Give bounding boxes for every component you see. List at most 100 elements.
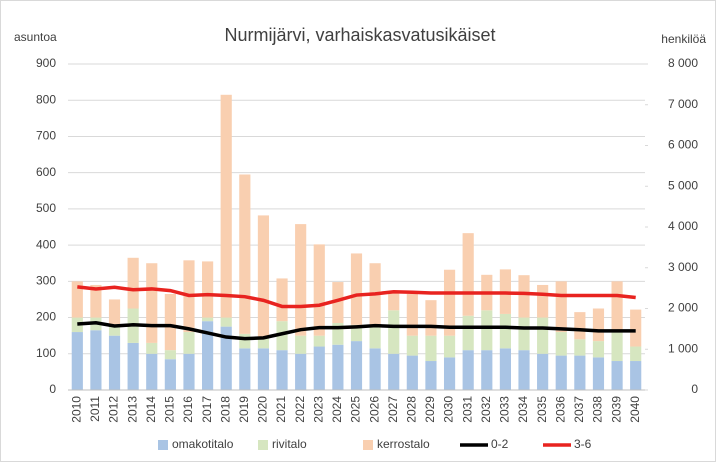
y2-tick-label: 0 [691, 382, 698, 396]
x-tick-label: 2017 [200, 396, 214, 423]
bar-segment [276, 278, 288, 322]
x-tick-label: 2035 [535, 396, 549, 423]
y-axis-label: asuntoa [14, 30, 57, 44]
x-tick-label: 2020 [256, 396, 270, 423]
x-tick-label: 2037 [572, 396, 586, 423]
bar-segment [574, 355, 586, 390]
x-tick-label: 2028 [405, 396, 419, 423]
bar-segment [425, 300, 437, 336]
bar-segment [574, 312, 586, 340]
bar-segment [146, 342, 158, 354]
y2-tick-label: 8 000 [668, 56, 698, 70]
bar-segment [406, 335, 418, 356]
bar-segment [462, 350, 474, 390]
legend-label: omakotitalo [172, 437, 234, 451]
y-tick-label: 800 [36, 92, 56, 106]
x-tick-label: 2029 [423, 396, 437, 423]
bar-segment [592, 341, 605, 358]
y-tick-label: 700 [36, 129, 56, 143]
bar-segment [332, 344, 344, 390]
legend-swatch [158, 440, 168, 450]
legend-swatch [258, 440, 268, 450]
bar-segment [71, 281, 83, 318]
y-tick-label: 600 [36, 165, 56, 179]
bar-segment [406, 294, 418, 336]
bar-segment [313, 335, 325, 347]
bar-segment [388, 353, 400, 390]
y-tick-label: 300 [36, 274, 56, 288]
bar-segment [146, 263, 158, 343]
bar-segment [71, 317, 83, 333]
y2-tick-label: 7 000 [668, 97, 698, 111]
x-tick-label: 2040 [628, 396, 642, 423]
x-tick-label: 2018 [218, 396, 232, 423]
bar-segment [239, 174, 251, 334]
x-tick-label: 2019 [237, 396, 251, 423]
line-series [77, 321, 636, 341]
x-tick-label: 2021 [274, 396, 288, 423]
bar-segment [164, 359, 176, 390]
bar-segment [443, 357, 456, 390]
y2-tick-label: 4 000 [668, 219, 698, 233]
x-tick-label: 2024 [330, 396, 344, 423]
bar-segment [127, 342, 139, 390]
x-tick-label: 2033 [498, 396, 512, 423]
x-tick-label: 2032 [479, 396, 493, 423]
y-tick-label: 200 [36, 310, 56, 324]
bar-segment [332, 282, 344, 323]
y2-tick-label: 6 000 [668, 138, 698, 152]
bar-segment [220, 94, 232, 318]
legend-label: kerrostalo [377, 437, 430, 451]
x-tick-label: 2027 [386, 396, 400, 423]
x-tick-label: 2025 [349, 396, 363, 423]
y-tick-label: 900 [36, 56, 56, 70]
legend-label: 0-2 [491, 437, 509, 451]
x-tick-label: 2036 [553, 396, 567, 423]
chart-title: Nurmijärvi, varhaiskasvatusikäiset [224, 25, 495, 45]
bar-segment [369, 326, 381, 349]
y2-tick-label: 3 000 [668, 260, 698, 274]
bar-segment [146, 353, 158, 390]
legend-label: rivitalo [272, 437, 307, 451]
bar-segment [499, 313, 511, 349]
bar-segment [295, 353, 307, 390]
bar-segment [443, 269, 456, 336]
line-series [77, 285, 636, 309]
bar-segment [350, 253, 363, 325]
bar-segment [630, 361, 642, 390]
x-tick-label: 2013 [125, 396, 139, 423]
x-tick-label: 2015 [163, 396, 177, 423]
bar-segment [183, 332, 195, 354]
bar-segment [611, 332, 623, 362]
bar-segment [71, 332, 83, 390]
bar-segment [90, 330, 102, 390]
legend-swatch [363, 440, 373, 450]
bar-segment [555, 281, 567, 333]
bar-segment [611, 361, 623, 390]
x-tick-label: 2010 [69, 396, 83, 423]
y-tick-label: 400 [36, 237, 56, 251]
bar-segment [481, 350, 493, 390]
bar-segment [220, 326, 232, 390]
x-tick-label: 2014 [144, 396, 158, 423]
bar-segment [350, 324, 363, 342]
y-tick-label: 0 [49, 382, 56, 396]
bar-segment [388, 310, 400, 354]
bar-segment [462, 315, 474, 351]
bar-segment [257, 337, 270, 349]
bar-segment [537, 284, 549, 318]
x-tick-label: 2038 [591, 396, 605, 423]
bar-segment [443, 335, 456, 358]
bar-segment [257, 348, 270, 390]
y2-tick-label: 5 000 [668, 178, 698, 192]
legend-label: 3-6 [574, 437, 592, 451]
bar-segment [202, 321, 214, 390]
bar-segment [313, 346, 325, 390]
bar-segment [108, 335, 121, 390]
bar-segment [202, 261, 214, 318]
bar-segment [90, 284, 102, 318]
x-tick-label: 2034 [516, 396, 530, 423]
bar-segment [127, 257, 139, 309]
x-tick-label: 2026 [367, 396, 381, 423]
